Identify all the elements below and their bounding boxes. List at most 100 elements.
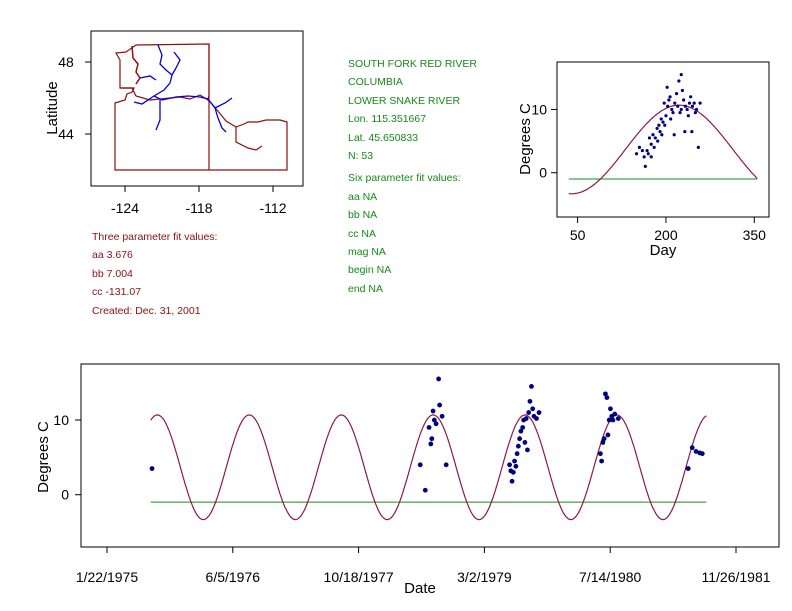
ts-ylabel: Degrees C [35, 421, 52, 493]
ts-point [699, 451, 705, 457]
ts-point [525, 447, 530, 453]
wa-or-border [120, 87, 209, 101]
day-point [646, 152, 650, 156]
day-point [656, 139, 660, 143]
tributary-north [171, 51, 181, 76]
day-point [670, 107, 674, 112]
day-point [661, 120, 665, 124]
day-point [673, 101, 677, 105]
ts-point [509, 478, 515, 484]
day-point [645, 148, 649, 153]
ts-point [149, 466, 155, 471]
ts-point [522, 440, 528, 445]
day-ylabel: Degrees C [517, 103, 534, 175]
site-info-block: SOUTH FORK RED RIVER COLUMBIA LOWER SNAK… [348, 55, 477, 298]
puget-sound [131, 45, 141, 85]
ts-point [605, 432, 611, 438]
day-point [653, 136, 657, 140]
ts-ytick-label: 10 [53, 412, 69, 428]
day-point [643, 164, 647, 168]
ts-point [601, 436, 607, 442]
day-point [680, 88, 685, 93]
day-point [667, 98, 671, 102]
ts-point [443, 462, 449, 468]
day-xtick-label: 50 [570, 227, 586, 243]
day-point [698, 101, 702, 105]
snake-river [153, 95, 219, 119]
ts-point [512, 458, 517, 464]
day-xtick-label: 200 [654, 227, 678, 243]
day-point [690, 129, 694, 134]
day-point [651, 133, 655, 137]
day-point [660, 133, 664, 137]
six-param-end: end NA [348, 282, 384, 295]
ts-point [431, 417, 437, 423]
ts-points-group [149, 376, 705, 493]
ts-point [507, 462, 512, 468]
salmon-river [217, 117, 227, 133]
day-point [682, 98, 686, 102]
day-point [692, 101, 696, 105]
site-sample-count: N: 53 [348, 150, 374, 163]
day-point [671, 111, 675, 115]
day-point [686, 114, 690, 118]
ts-point [603, 391, 608, 397]
day-point [677, 79, 681, 83]
day-point [662, 101, 666, 105]
day-fit-curve-group [568, 104, 758, 195]
three-param-block: Three parameter fit values: aa 3.676 bb … [92, 228, 217, 320]
day-point [674, 92, 679, 96]
ts-point [523, 416, 529, 421]
day-point [659, 117, 663, 121]
ts-ytick-label: 0 [61, 487, 69, 503]
day-xlabel: Day [650, 242, 677, 259]
day-point [642, 155, 646, 159]
map-ytick-44: 44 [58, 126, 74, 142]
day-point [634, 152, 639, 156]
day-xtick-label: 350 [743, 227, 767, 243]
ts-point [426, 425, 432, 430]
ts-point [529, 384, 534, 389]
day-point [679, 73, 683, 77]
map-ytick-48: 48 [58, 54, 74, 70]
columbia-river [133, 44, 173, 105]
ts-point [600, 440, 606, 445]
map-frame [90, 30, 304, 187]
day-point [669, 117, 673, 121]
ts-ticks-group: 1/22/1975 6/5/1976 10/18/1977 3/2/1979 7/14/… [53, 412, 770, 585]
ts-point [530, 406, 536, 412]
ts-xtick-label: 1/22/1975 [76, 569, 138, 585]
day-point [668, 95, 672, 99]
six-param-cc: cc NA [348, 227, 377, 240]
day-point [685, 107, 689, 112]
ts-point [604, 395, 610, 401]
map-xtick-118: -118 [186, 200, 213, 216]
created-date: Created: Dec. 31, 2001 [92, 304, 201, 317]
day-point [647, 136, 652, 140]
site-river-name: SOUTH FORK RED RIVER [348, 58, 477, 70]
day-ticks-group: 50 200 350 10 0 [531, 101, 766, 243]
six-param-aa: aa NA [348, 190, 378, 203]
ts-point [518, 428, 524, 434]
day-of-year-chart: 50 200 350 10 0 Day Degrees C [517, 61, 770, 259]
map-xtick-124: -124 [111, 200, 139, 216]
day-point [663, 123, 667, 127]
ts-point [606, 417, 612, 423]
ts-xtick-label: 11/26/1981 [701, 569, 770, 585]
ts-point [417, 462, 423, 468]
ts-xtick-label: 3/2/1979 [457, 569, 512, 585]
day-point [665, 85, 669, 89]
day-fit-curve [568, 104, 758, 195]
day-point [640, 148, 644, 153]
clearwater-river [214, 97, 233, 109]
three-param-aa: aa 3.676 [92, 249, 133, 262]
day-point [689, 95, 693, 99]
ts-point [685, 466, 691, 471]
ts-point [428, 441, 434, 447]
day-point [652, 145, 656, 150]
three-param-title: Three parameter fit values: [92, 231, 218, 243]
ts-point [527, 398, 533, 404]
ts-point [436, 376, 442, 382]
day-point [658, 129, 662, 134]
